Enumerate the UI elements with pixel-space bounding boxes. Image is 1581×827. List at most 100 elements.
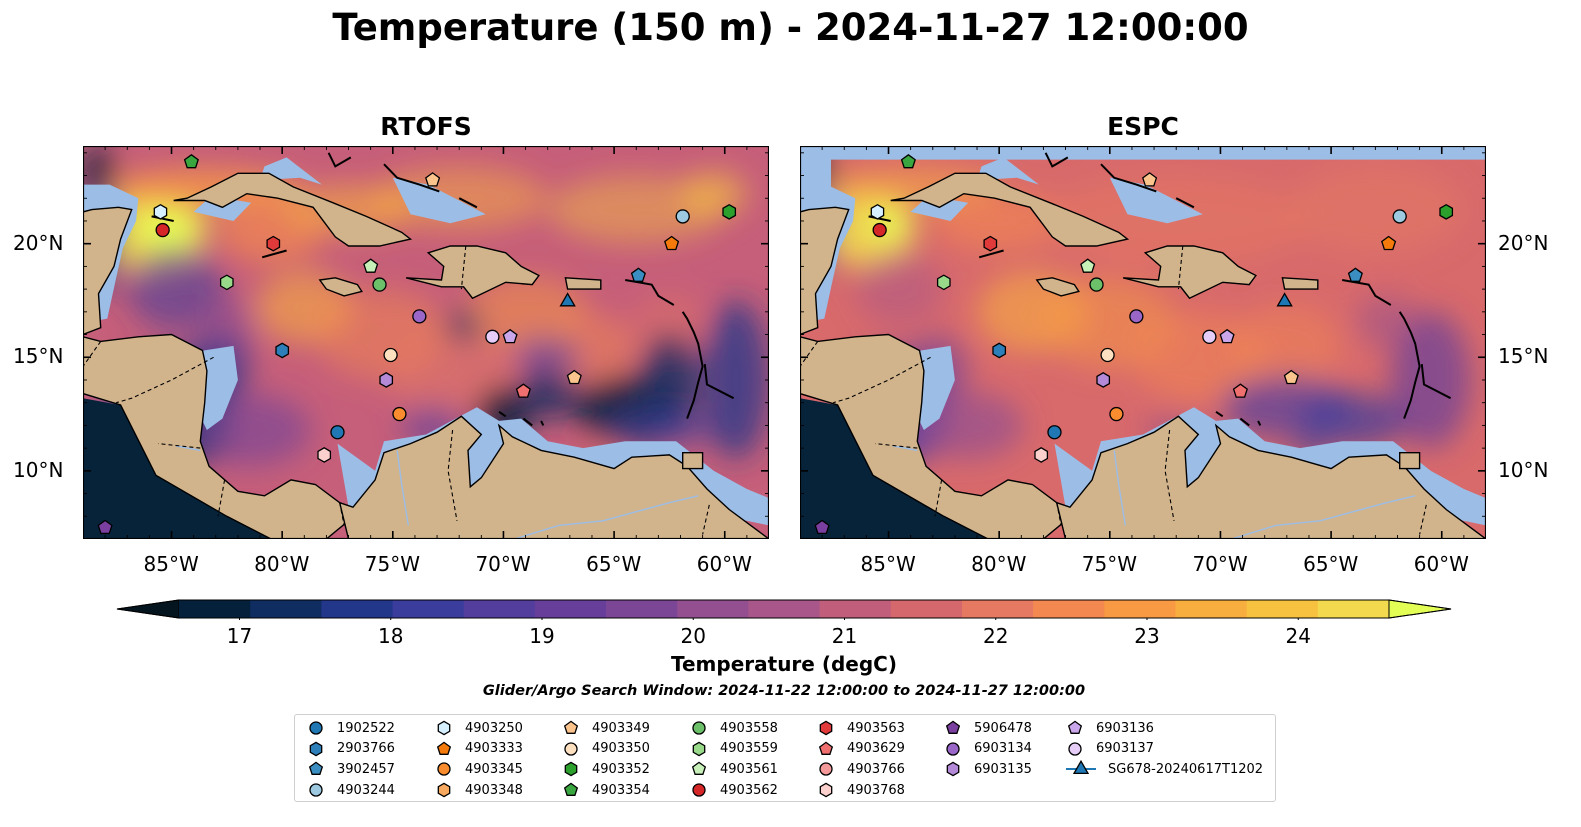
obs-marker-4903244 (1392, 209, 1407, 224)
obs-marker-4903250 (870, 203, 885, 220)
lon-tick-label: 60°W (696, 552, 752, 576)
obs-marker-4903345 (1109, 406, 1124, 422)
legend-marker-pentagon-icon (818, 741, 834, 755)
legend-float-marker (437, 762, 451, 777)
legend-label: 4903350 (592, 741, 650, 757)
obs-marker-4903629 (1232, 383, 1248, 398)
island-coastline (151, 215, 174, 222)
island-coastline (522, 417, 533, 427)
legend-item: 4903766 (817, 759, 905, 779)
legend-item: 4903244 (307, 780, 395, 800)
legend-label: SG678-20240617T1202 (1108, 761, 1264, 777)
land-cuba (890, 172, 1130, 247)
obs-marker-4903563 (983, 235, 998, 252)
lon-tick-label: 80°W (254, 552, 310, 576)
obs-marker-4903561 (363, 258, 379, 273)
colorbar-segment (1175, 600, 1248, 618)
legend-float-marker (819, 762, 833, 777)
colorbar-extend-low (116, 599, 180, 619)
colorbar-outline (116, 599, 1452, 619)
country-border (1419, 504, 1427, 535)
legend-item: 4903562 (690, 780, 778, 800)
legend-marker-pentagon-icon (1067, 720, 1083, 734)
land-south-america (338, 415, 769, 539)
country-border (1177, 245, 1184, 290)
legend-label: 4903250 (465, 720, 523, 736)
colorbar-segment (179, 600, 251, 618)
country-border (460, 245, 467, 290)
obs-marker-5906478 (97, 519, 113, 535)
obs-marker-4903250 (153, 203, 168, 220)
obs-marker-4903768 (1034, 447, 1049, 463)
legend-item: 3902457 (307, 759, 395, 779)
country-border (833, 356, 931, 404)
panel-title-rtofs: RTOFS (380, 112, 472, 141)
country-border (116, 356, 214, 404)
lat-tick-label: 20°N (1498, 230, 1549, 255)
obs-marker-4903561 (1080, 258, 1096, 273)
legend-label: 6903137 (1096, 741, 1154, 757)
colorbar-tick-label: 24 (1285, 624, 1311, 648)
island-coastline (703, 363, 735, 400)
river (1113, 450, 1126, 526)
colorbar-segment (748, 600, 821, 618)
obs-marker-4903345 (392, 406, 407, 422)
river (514, 495, 699, 539)
legend-float-marker (309, 783, 323, 797)
colorbar-tick-label: 23 (1134, 624, 1160, 648)
legend-float-marker (691, 761, 707, 776)
island-coastline (868, 215, 891, 222)
country-border (1056, 502, 1062, 526)
land-hispaniola (405, 245, 540, 300)
colorbar-tick-label: 18 (378, 624, 404, 648)
legend-item: 4903333 (435, 739, 523, 759)
legend-float-marker (437, 720, 451, 736)
colorbar-label: Temperature (degC) (671, 652, 897, 676)
island-coastline (1398, 311, 1421, 419)
obs-marker-4903559 (219, 274, 234, 291)
legend-float-marker (563, 720, 579, 734)
lon-tick-label: 65°W (586, 552, 642, 576)
island-coastline (1257, 420, 1262, 426)
main-title: Temperature (150 m) - 2024-11-27 12:00:0… (332, 6, 1249, 49)
obs-marker-6903136 (502, 328, 518, 344)
obs-marker-6903137 (1202, 329, 1217, 344)
legend-marker-hexagon-icon (437, 782, 451, 798)
land-yucatan-mexico (800, 206, 850, 336)
obs-marker-4903559 (936, 274, 951, 291)
legend-float-marker (564, 742, 578, 756)
island-coastline (978, 249, 1004, 259)
lon-tick-label: 70°W (1192, 552, 1248, 576)
obs-marker-4903354 (183, 153, 199, 169)
legend-item: 4903559 (690, 739, 778, 759)
legend-label: 4903348 (465, 782, 523, 798)
legend-label: 4903244 (337, 782, 395, 798)
obs-marker-6903135 (379, 372, 394, 388)
shallow-water (1109, 177, 1203, 224)
legend: 1902522 2903766 3902457 4903244 4903250 49033… (294, 714, 1276, 802)
obs-marker-3902457 (1347, 267, 1363, 282)
shallow-water (392, 177, 486, 224)
legend-item: 4903768 (817, 780, 905, 800)
colorbar-tick-label: 20 (680, 624, 706, 648)
legend-marker-hexagon-icon (819, 720, 833, 736)
tick-marks (83, 146, 769, 539)
colorbar-segment (534, 600, 607, 618)
legend-marker-circle-icon (692, 783, 706, 797)
obs-marker-4903563 (266, 235, 281, 252)
colorbar-extend-high (1388, 599, 1452, 619)
lon-tick-label: 75°W (1081, 552, 1138, 576)
legend-float-marker (563, 782, 579, 797)
obs-marker-4903562 (872, 222, 887, 238)
obs-marker-4903349 (1142, 172, 1158, 187)
legend-float-marker (818, 741, 834, 755)
map-rtofs (83, 146, 769, 539)
legend-marker-hexagon-icon (437, 720, 451, 736)
legend-label: 6903136 (1096, 720, 1154, 736)
legend-label: 5906478 (974, 720, 1032, 736)
legend-marker-hexagon-icon (819, 782, 833, 798)
obs-marker-1902522 (330, 425, 345, 440)
legend-marker-circle-icon (1068, 742, 1082, 756)
legend-float-marker (309, 721, 323, 735)
legend-marker-hexagon-icon (692, 741, 706, 757)
